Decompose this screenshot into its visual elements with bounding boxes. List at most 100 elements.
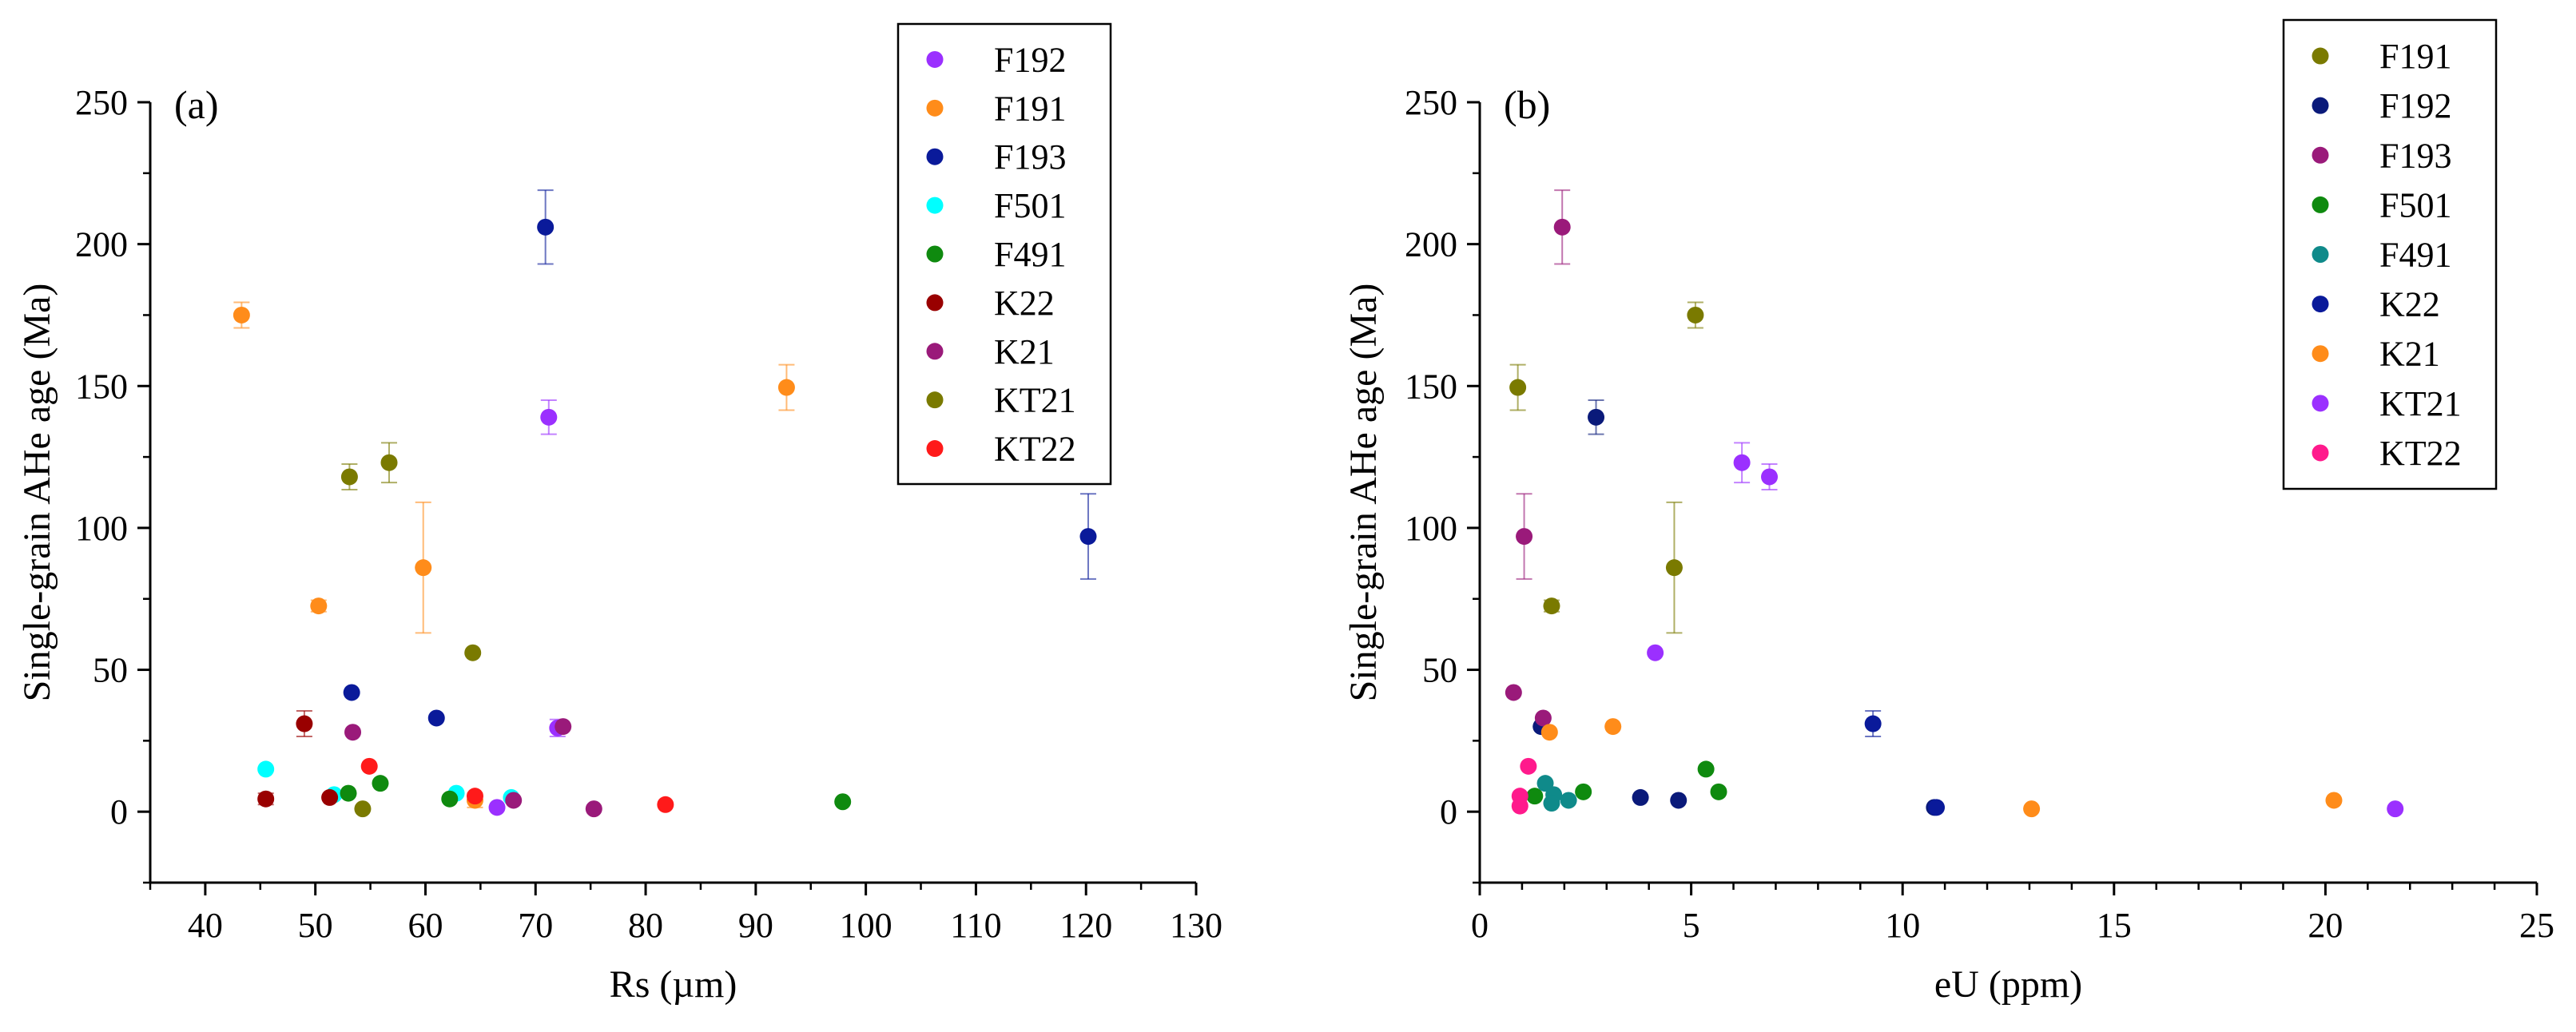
x-tick-label: 90: [738, 906, 773, 945]
legend: F191 F192 F193 F501 F491 K22 K21 KT21 KT22: [2282, 18, 2498, 490]
x-tick-label: 120: [1059, 906, 1112, 945]
x-tick-label: 40: [188, 906, 223, 945]
data-point: [415, 559, 432, 577]
data-point: [488, 799, 506, 816]
data-point: [1928, 799, 1946, 816]
x-tick-label: 20: [2308, 906, 2343, 945]
series-k22: [1864, 710, 1946, 816]
x-tick-label: 100: [840, 906, 892, 945]
legend-label: F192: [994, 40, 1066, 79]
data-point: [1511, 797, 1529, 815]
y-axis-label: Single-grain AHe age (Ma): [16, 284, 58, 702]
y-tick-label: 50: [1422, 651, 1457, 690]
legend-label: F192: [2379, 86, 2451, 125]
series-kt22: [360, 757, 674, 813]
data-point: [657, 796, 674, 813]
legend-label: F193: [994, 137, 1066, 177]
data-point: [441, 790, 459, 808]
y-axis-label: Single-grain AHe age (Ma): [1342, 284, 1385, 702]
data-point: [1560, 792, 1577, 809]
data-point: [321, 788, 339, 806]
data-point: [1604, 718, 1622, 736]
data-point: [2325, 792, 2343, 809]
data-point: [2387, 800, 2404, 818]
data-point: [380, 454, 398, 471]
series-f501: [1526, 760, 1727, 805]
x-tick-label: 10: [1885, 906, 1920, 945]
x-tick-label: 0: [1471, 906, 1489, 945]
y-tick-label: 200: [75, 225, 128, 264]
y-tick-label: 0: [1440, 792, 1457, 832]
legend-label: K22: [994, 284, 1055, 323]
legend-label: F193: [2379, 136, 2451, 175]
data-point: [1761, 468, 1779, 486]
legend-label: KT22: [994, 430, 1076, 469]
y-tick-label: 0: [110, 792, 128, 832]
series-kt21: [340, 442, 482, 818]
series-f193: [343, 189, 1097, 727]
y-tick-label: 250: [75, 83, 128, 122]
legend-marker: [2312, 345, 2329, 363]
x-tick-label: 5: [1683, 906, 1700, 945]
data-point: [1543, 795, 1560, 812]
legend-label: F491: [994, 235, 1066, 274]
data-point: [1697, 760, 1715, 778]
y-tick-label: 250: [1405, 83, 1457, 122]
x-tick-label: 60: [407, 906, 443, 945]
data-point: [2023, 800, 2041, 818]
data-point: [1864, 715, 1882, 732]
data-point: [540, 408, 558, 426]
data-point: [233, 306, 250, 323]
legend-label: F491: [2379, 236, 2451, 275]
data-point: [296, 715, 313, 732]
data-point: [343, 684, 360, 701]
x-tick-label: 25: [2519, 906, 2554, 945]
data-point: [505, 792, 523, 809]
legend-label: K21: [994, 332, 1055, 371]
data-point: [1710, 783, 1727, 800]
panel-b: 0 50 100 150 200 250 0 5 10 15 20 25 eU (ppm) Single-…: [1342, 18, 2554, 1006]
legend-label: F501: [994, 186, 1066, 225]
y-tick-label: 150: [75, 367, 128, 406]
series-f192: [488, 399, 566, 816]
legend-marker: [926, 196, 944, 214]
x-axis-label: Rs (µm): [610, 963, 737, 1006]
data-point: [585, 800, 602, 818]
series-kt22: [1511, 757, 1537, 815]
data-point: [555, 718, 572, 736]
data-point: [1505, 684, 1522, 701]
y-tick-label: 50: [93, 651, 128, 690]
panel-label: (a): [174, 82, 219, 127]
legend-marker: [926, 50, 944, 68]
legend-marker: [2312, 196, 2329, 213]
series-f491: [340, 775, 852, 811]
data-point: [1534, 709, 1552, 727]
legend-label: F191: [994, 89, 1066, 128]
data-point: [340, 468, 358, 486]
data-point: [1632, 788, 1649, 806]
legend-label: KT21: [994, 381, 1076, 420]
legend-label: F501: [2379, 185, 2451, 224]
y-tick-label: 150: [1405, 367, 1457, 406]
data-point: [340, 784, 357, 802]
series-f193: [1505, 189, 1571, 727]
panel-label: (b): [1504, 82, 1550, 127]
data-point: [464, 644, 482, 661]
data-point: [1670, 792, 1688, 809]
data-point: [1540, 724, 1558, 741]
data-point: [1526, 788, 1544, 805]
legend-label: K22: [2379, 285, 2440, 324]
legend: F192 F191 F193 F501 F491 K22 K21 KT21 KT22: [896, 22, 1112, 486]
legend-marker: [926, 391, 944, 409]
series-k22: [257, 710, 339, 808]
data-point: [1665, 559, 1683, 577]
data-point: [1588, 408, 1605, 426]
data-point: [1647, 644, 1664, 661]
legend-marker: [926, 148, 944, 165]
data-point: [1516, 528, 1533, 546]
data-point: [310, 597, 328, 615]
x-tick-label: 80: [628, 906, 663, 945]
data-point: [427, 709, 445, 727]
legend-marker: [2312, 296, 2329, 313]
